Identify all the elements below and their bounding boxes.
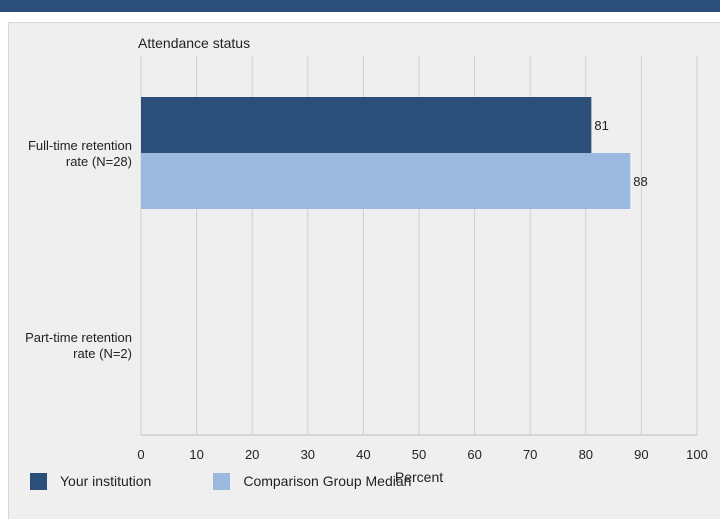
x-tick-70: 70: [523, 447, 537, 462]
category-labels: Full-time retention rate (N=28) Part-time …: [25, 138, 132, 361]
x-tick-100: 100: [686, 447, 708, 462]
x-tick-90: 90: [634, 447, 648, 462]
x-tick-30: 30: [301, 447, 315, 462]
bars: 81 88: [141, 97, 648, 209]
legend-label-your-institution: Your institution: [60, 473, 152, 489]
x-tick-20: 20: [245, 447, 259, 462]
legend-swatch-comparison: [213, 472, 231, 490]
x-tick-60: 60: [467, 447, 481, 462]
x-tick-0: 0: [137, 447, 144, 462]
category-label-1: Part-time retention rate (N=2): [25, 330, 132, 361]
bar-comparison-0: [141, 153, 631, 209]
x-tick-labels: 0 10 20 30 40 50 60 70 80 90 100: [137, 447, 707, 462]
x-axis-label: Percent: [395, 469, 443, 485]
x-tick-10: 10: [189, 447, 203, 462]
data-label-your-institution-0: 81: [594, 118, 608, 133]
x-tick-50: 50: [412, 447, 426, 462]
chart-title: Attendance status: [138, 35, 250, 51]
bar-your-institution-0: [141, 97, 592, 153]
legend-item-your-institution: Your institution: [30, 472, 152, 490]
chart-panel: [8, 22, 720, 519]
x-tick-80: 80: [579, 447, 593, 462]
legend: Your institution Comparison Group Median: [30, 471, 473, 491]
category-label-0: Full-time retention rate (N=28): [28, 138, 132, 169]
header-rule: [0, 0, 720, 12]
legend-swatch-your-institution: [30, 472, 47, 490]
data-label-comparison-0: 88: [633, 174, 647, 189]
legend-label-comparison: Comparison Group Median: [243, 473, 412, 489]
x-tick-40: 40: [356, 447, 370, 462]
legend-item-comparison: Comparison Group Median: [213, 472, 412, 490]
